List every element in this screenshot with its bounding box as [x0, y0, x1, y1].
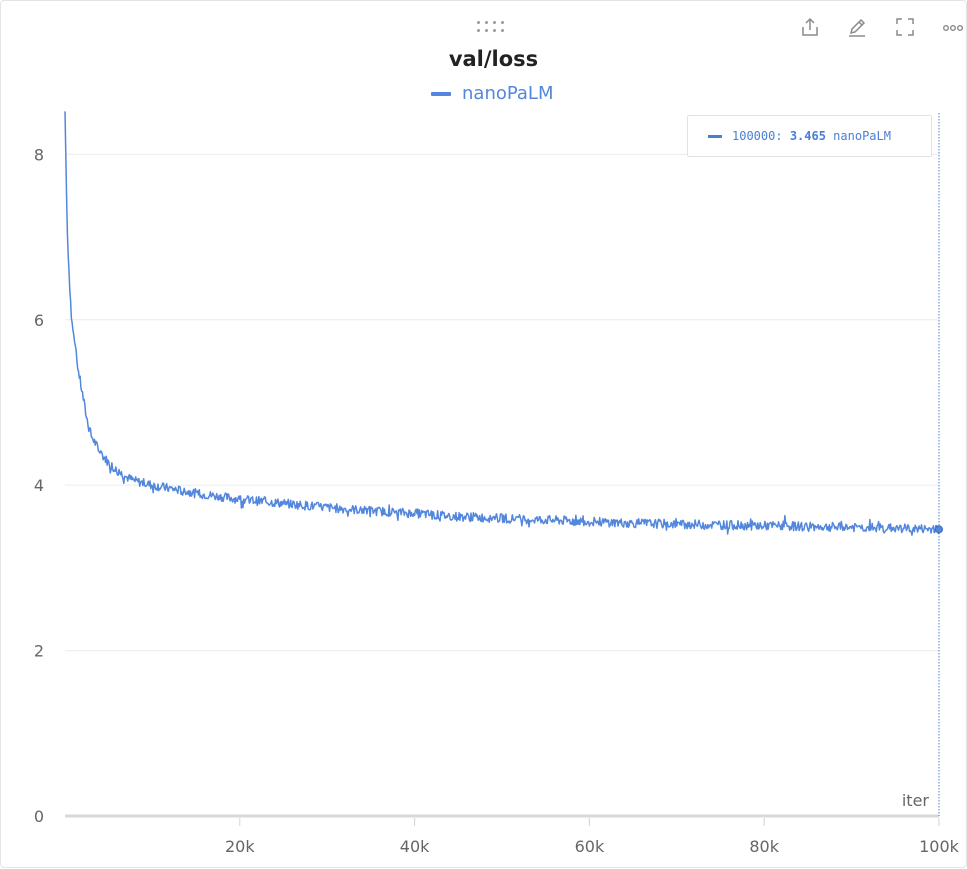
hover-tooltip: 100000: 3.465 nanoPaLM — [687, 115, 932, 157]
chart-title: val/loss — [448, 47, 539, 71]
y-tick-label: 0 — [34, 807, 44, 826]
edit-button[interactable] — [843, 13, 871, 41]
hover-point — [935, 525, 943, 534]
legend-item-nanopalm[interactable]: nanoPaLM — [431, 83, 554, 104]
x-tick-label: 20k — [225, 837, 255, 856]
legend-label: nanoPaLM — [462, 83, 554, 104]
more-options-icon — [943, 24, 964, 31]
tooltip-series-label: nanoPaLM — [833, 129, 891, 143]
y-tick-label: 2 — [34, 642, 44, 661]
y-tick-label: 4 — [34, 476, 44, 495]
tooltip-swatch — [708, 134, 722, 138]
y-tick-label: 8 — [34, 145, 44, 164]
tooltip-x-label: 100000: — [732, 129, 783, 143]
fullscreen-button[interactable] — [891, 13, 919, 41]
x-tick-label: 60k — [575, 837, 605, 856]
export-button[interactable] — [796, 13, 824, 41]
more-options-button[interactable] — [939, 13, 967, 41]
x-axis-label: iter — [902, 791, 930, 810]
legend-swatch — [431, 91, 451, 96]
x-tick-label: 100k — [919, 837, 960, 856]
fullscreen-icon — [896, 18, 914, 36]
x-tick-label: 80k — [749, 837, 779, 856]
y-tick-label: 6 — [34, 311, 44, 330]
edit-icon — [849, 18, 866, 37]
export-icon — [802, 17, 818, 36]
drag-handle-icon[interactable] — [475, 19, 513, 35]
series-line-nanopalm — [64, 111, 940, 536]
x-tick-label: 40k — [400, 837, 430, 856]
tooltip-value: 3.465 — [789, 129, 826, 143]
